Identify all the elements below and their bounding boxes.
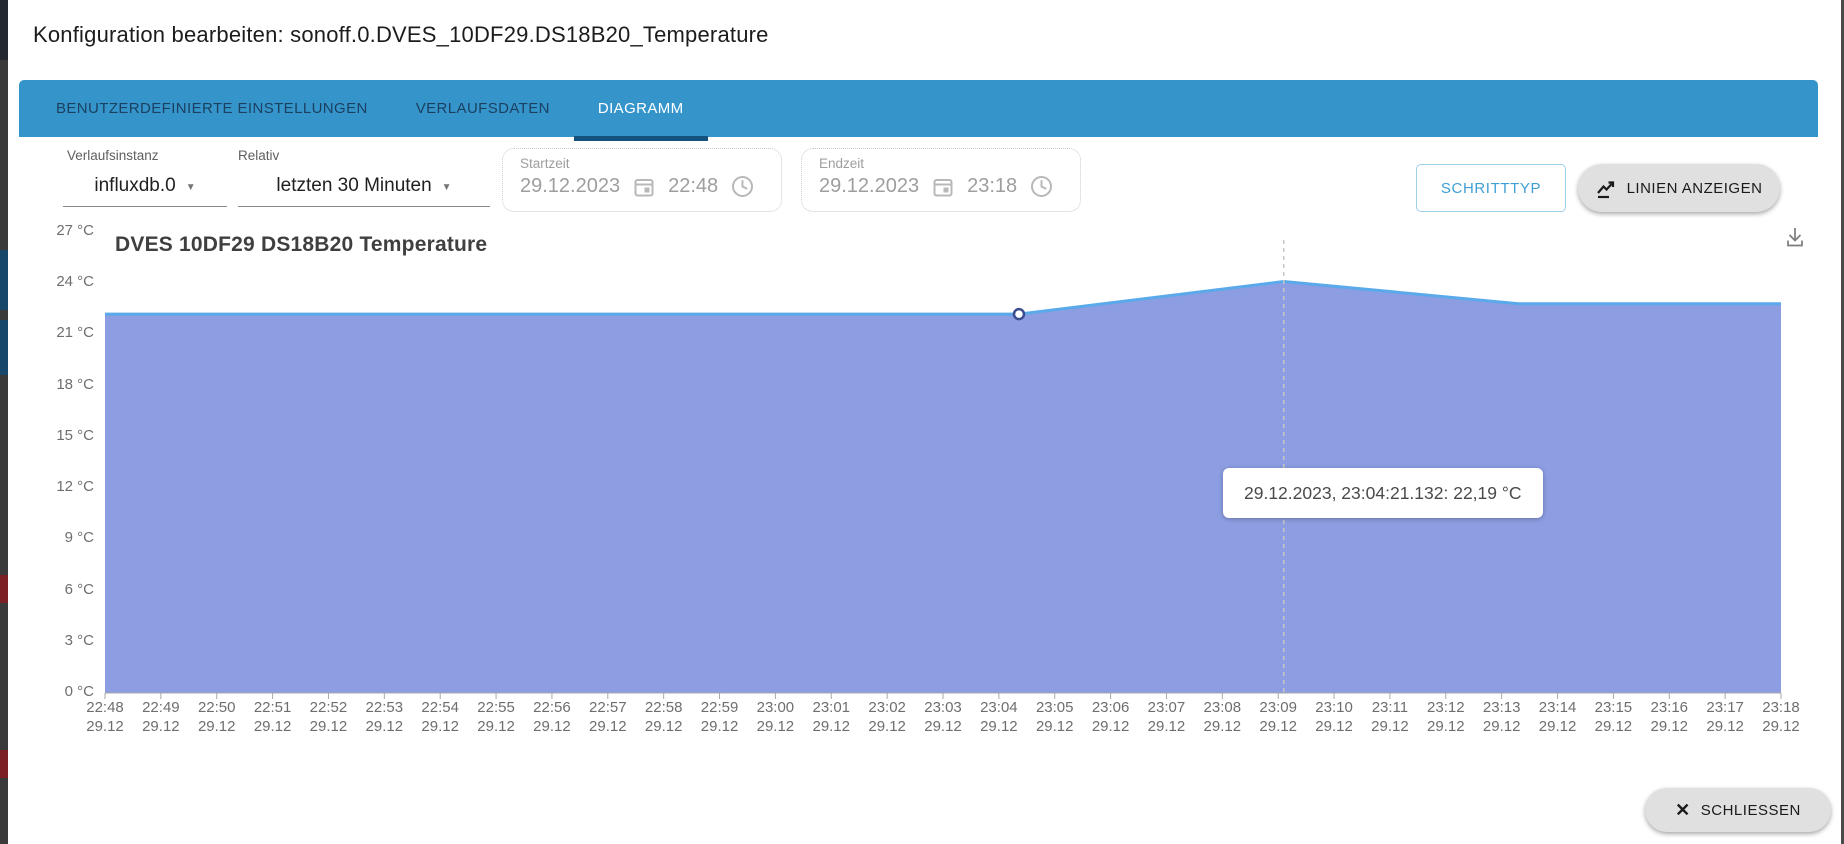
end-time-label: Endzeit bbox=[819, 156, 865, 171]
x-axis-tick-label: 22:49 29.12 bbox=[142, 699, 180, 735]
x-axis-labels: 22:48 29.12 22:49 29.12 22:50 29.12 22:51 29.12… bbox=[0, 698, 1844, 740]
x-axis-tick-label: 23:06 29.12 bbox=[1091, 699, 1130, 735]
series-area-fill bbox=[105, 281, 1781, 693]
show-lines-button[interactable]: LINIEN ANZEIGEN bbox=[1578, 164, 1780, 212]
chart-title: DVES 10DF29 DS18B20 Temperature bbox=[115, 233, 488, 256]
download-chart-button[interactable] bbox=[1781, 224, 1809, 252]
relative-range-select[interactable]: Relativ letzten 30 Minuten ▼ bbox=[238, 148, 490, 207]
download-icon bbox=[1787, 228, 1803, 247]
close-icon: ✕ bbox=[1675, 800, 1691, 820]
calendar-icon[interactable] bbox=[633, 176, 655, 198]
tab-label: VERLAUFSDATEN bbox=[415, 100, 550, 117]
x-axis-tick-label: 22:56 29.12 bbox=[533, 699, 571, 735]
x-axis-tick-label: 23:15 29.12 bbox=[1594, 699, 1633, 735]
y-axis-tick-label: 21 °C bbox=[56, 324, 94, 342]
x-axis-tick-label: 23:08 29.12 bbox=[1203, 699, 1242, 735]
x-axis-tick-label: 23:10 29.12 bbox=[1315, 699, 1353, 735]
dialog-title: Konfiguration bearbeiten: sonoff.0.DVES_… bbox=[33, 22, 769, 47]
x-axis-tick-label: 22:55 29.12 bbox=[477, 699, 515, 735]
y-axis-tick-label: 6 °C bbox=[64, 580, 94, 598]
close-button-label: SCHLIESSEN bbox=[1700, 801, 1801, 819]
x-axis-tick-label: 22:48 29.12 bbox=[86, 699, 124, 735]
end-clock-value[interactable]: 23:18 bbox=[967, 175, 1018, 197]
step-type-button-label: SCHRITTTYP bbox=[1440, 179, 1542, 197]
history-instance-label: Verlaufsinstanz bbox=[67, 148, 159, 163]
tab-diagram[interactable]: DIAGRAMM bbox=[573, 80, 708, 141]
y-axis-tick-label: 12 °C bbox=[56, 478, 94, 496]
tab-bar: BENUTZERDEFINIERTE EINSTELLUNGEN VERLAUF… bbox=[19, 80, 1818, 141]
y-axis-tick-label: 9 °C bbox=[64, 529, 94, 547]
tab-history-data[interactable]: VERLAUFSDATEN bbox=[392, 80, 574, 137]
chevron-down-icon: ▼ bbox=[441, 182, 452, 193]
x-axis-tick-label: 22:50 29.12 bbox=[197, 699, 236, 735]
x-axis-tick-label: 23:04 29.12 bbox=[980, 699, 1018, 735]
x-axis-tick-label: 23:07 29.12 bbox=[1147, 699, 1186, 735]
chevron-down-icon: ▼ bbox=[185, 182, 196, 193]
x-axis-tick-label: 23:09 29.12 bbox=[1259, 699, 1297, 735]
x-axis-tick-label: 22:59 29.12 bbox=[700, 699, 739, 735]
x-axis-tick-label: 22:53 29.12 bbox=[365, 699, 404, 735]
history-instance-select[interactable]: Verlaufsinstanz influxdb.0 ▼ bbox=[63, 148, 227, 207]
clock-icon[interactable] bbox=[1030, 175, 1053, 198]
hovered-data-point bbox=[1012, 307, 1026, 321]
history-instance-value: influxdb.0 bbox=[94, 175, 176, 196]
window-right-edge bbox=[1841, 0, 1844, 844]
x-axis-tick-label: 23:12 29.12 bbox=[1427, 699, 1465, 735]
start-time-label: Startzeit bbox=[520, 156, 570, 171]
relative-range-label: Relativ bbox=[238, 148, 280, 163]
x-axis-tick-label: 22:52 29.12 bbox=[309, 699, 348, 735]
background-app-edge bbox=[0, 0, 8, 844]
calendar-icon[interactable] bbox=[932, 176, 954, 198]
tab-label: DIAGRAMM bbox=[597, 100, 684, 117]
x-axis-tick-label: 23:00 29.12 bbox=[756, 699, 795, 735]
y-axis-tick-label: 15 °C bbox=[56, 426, 94, 444]
x-axis-tick-label: 23:02 29.12 bbox=[868, 699, 906, 735]
chart-tooltip: 29.12.2023, 23:04:21.132: 22,19 °C bbox=[1223, 468, 1543, 518]
x-axis-ticks bbox=[104, 693, 1782, 699]
tab-label: BENUTZERDEFINIERTE EINSTELLUNGEN bbox=[56, 100, 368, 117]
end-time-fieldset: Endzeit 29.12.2023 23:18 bbox=[801, 148, 1081, 212]
clock-icon[interactable] bbox=[731, 175, 754, 198]
x-axis-tick-label: 23:11 29.12 bbox=[1371, 699, 1409, 735]
x-axis-tick-label: 23:17 29.12 bbox=[1706, 699, 1744, 735]
tab-custom-settings[interactable]: BENUTZERDEFINIERTE EINSTELLUNGEN bbox=[32, 80, 392, 137]
x-axis-tick-label: 23:16 29.12 bbox=[1650, 699, 1689, 735]
end-date-value[interactable]: 29.12.2023 bbox=[819, 175, 920, 197]
x-axis-tick-label: 22:58 29.12 bbox=[644, 699, 683, 735]
y-axis-tick-label: 18 °C bbox=[56, 375, 94, 393]
x-axis-tick-label: 23:05 29.12 bbox=[1035, 699, 1074, 735]
y-axis-tick-label: 3 °C bbox=[64, 631, 94, 649]
chart-line-icon bbox=[1596, 180, 1614, 198]
relative-range-value: letzten 30 Minuten bbox=[276, 175, 432, 196]
x-axis-tick-label: 23:13 29.12 bbox=[1482, 699, 1521, 735]
start-clock-value[interactable]: 22:48 bbox=[668, 175, 719, 197]
temperature-area-chart[interactable] bbox=[104, 232, 1782, 702]
x-axis-tick-label: 23:03 29.12 bbox=[924, 699, 962, 735]
x-axis-tick-label: 23:14 29.12 bbox=[1538, 699, 1577, 735]
y-axis-tick-label: 27 °C bbox=[56, 222, 94, 239]
y-axis-tick-label: 0 °C bbox=[64, 683, 94, 700]
show-lines-button-label: LINIEN ANZEIGEN bbox=[1626, 179, 1763, 197]
y-axis-tick-label: 24 °C bbox=[56, 273, 94, 291]
x-axis-tick-label: 22:54 29.12 bbox=[421, 699, 459, 735]
x-axis-tick-label: 22:57 29.12 bbox=[589, 699, 627, 735]
start-date-value[interactable]: 29.12.2023 bbox=[520, 175, 621, 197]
x-axis-tick-label: 23:18 29.12 bbox=[1762, 699, 1800, 735]
close-button[interactable]: ✕ SCHLIESSEN bbox=[1645, 788, 1831, 832]
step-type-button[interactable]: SCHRITTTYP bbox=[1416, 164, 1566, 212]
x-axis-tick-label: 22:51 29.12 bbox=[253, 699, 292, 735]
x-axis-tick-label: 23:01 29.12 bbox=[812, 699, 851, 735]
start-time-fieldset: Startzeit 29.12.2023 22:48 bbox=[502, 148, 782, 212]
